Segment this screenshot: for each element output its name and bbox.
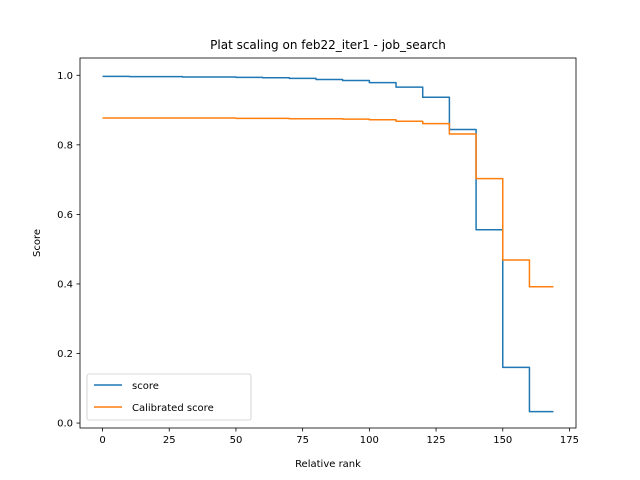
chart-title: Plat scaling on feb22_iter1 - job_search bbox=[210, 38, 446, 52]
legend: score Calibrated score bbox=[86, 373, 252, 421]
plot-frame bbox=[79, 57, 577, 429]
x-tick-label: 0 bbox=[99, 435, 105, 446]
y-tick-label: 1.0 bbox=[57, 71, 73, 82]
series-line-score bbox=[102, 75, 554, 413]
legend-box bbox=[86, 373, 252, 421]
series-layer bbox=[102, 75, 554, 413]
y-axis-ticks: 0.0 0.2 0.4 0.6 0.8 1.0 bbox=[57, 71, 80, 430]
y-tick-label: 0.2 bbox=[57, 349, 73, 360]
x-tick-label: 175 bbox=[560, 435, 579, 446]
legend-label-score: score bbox=[132, 381, 159, 392]
x-tick-label: 100 bbox=[360, 435, 379, 446]
x-tick-label: 150 bbox=[493, 435, 512, 446]
x-axis-ticks: 0 25 50 75 100 125 150 175 bbox=[99, 428, 579, 446]
y-tick-label: 0.6 bbox=[57, 210, 73, 221]
x-tick-label: 125 bbox=[427, 435, 446, 446]
y-axis-label: Score bbox=[32, 229, 43, 257]
x-tick-label: 50 bbox=[230, 435, 243, 446]
legend-label-calibrated-score: Calibrated score bbox=[132, 403, 214, 414]
y-tick-label: 0.8 bbox=[57, 140, 73, 151]
x-axis-label: Relative rank bbox=[295, 459, 361, 470]
series-line-calibrated-score bbox=[102, 117, 554, 288]
x-tick-label: 25 bbox=[163, 435, 176, 446]
y-tick-label: 0.0 bbox=[57, 419, 73, 430]
plot-area bbox=[80, 58, 576, 428]
y-tick-label: 0.4 bbox=[57, 279, 73, 290]
x-tick-label: 75 bbox=[296, 435, 309, 446]
